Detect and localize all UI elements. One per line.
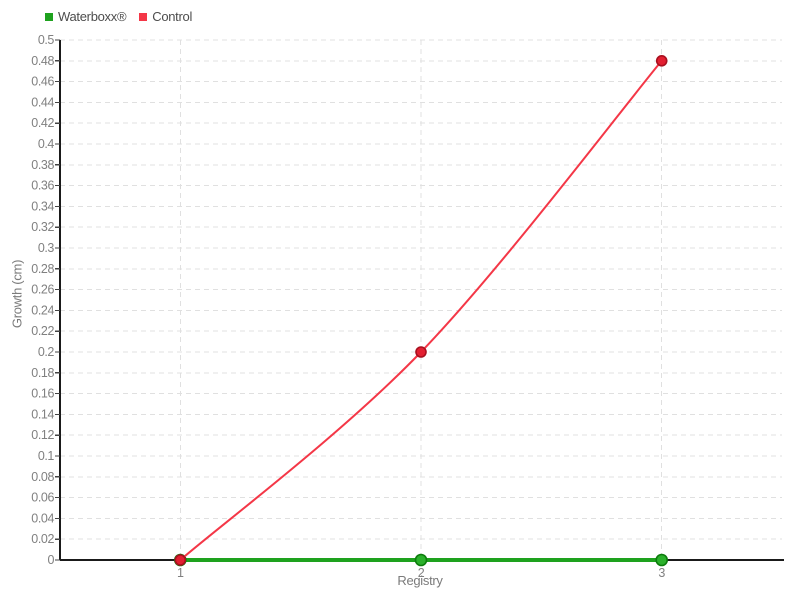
y-tick-label: 0.26 <box>31 283 54 297</box>
y-tick-label: 0.5 <box>38 33 55 47</box>
x-tick-label: 3 <box>658 566 665 580</box>
legend-item-waterboxx[interactable]: Waterboxx® <box>45 9 127 24</box>
y-tick-label: 0.28 <box>31 262 54 276</box>
legend: Waterboxx® Control <box>45 10 192 23</box>
y-tick-label: 0.46 <box>31 75 54 89</box>
data-point[interactable] <box>174 554 187 566</box>
x-tick-label: 1 <box>177 566 184 580</box>
legend-swatch-waterboxx-icon <box>45 13 53 21</box>
y-tick-label: 0.48 <box>31 54 54 68</box>
y-tick-label: 0.38 <box>31 158 54 172</box>
y-tick-label: 0.02 <box>31 532 54 546</box>
y-tick-label: 0.42 <box>31 116 54 130</box>
y-tick-label: 0.08 <box>31 470 54 484</box>
data-point[interactable] <box>415 346 427 358</box>
data-point[interactable] <box>655 54 668 67</box>
y-tick-label: 0.18 <box>31 366 54 380</box>
y-tick-label: 0.16 <box>31 387 54 401</box>
legend-swatch-control-icon <box>139 13 148 21</box>
y-tick-label: 0.32 <box>31 220 54 234</box>
y-tick-label: 0.1 <box>38 449 55 463</box>
legend-item-control[interactable]: Control <box>139 10 192 23</box>
y-tick-label: 0.12 <box>31 428 54 442</box>
y-tick-label: 0.22 <box>31 324 54 338</box>
y-tick-label: 0.44 <box>31 95 54 109</box>
y-tick-label: 0.4 <box>38 137 55 151</box>
y-tick-label: 0.36 <box>31 179 54 193</box>
legend-label-waterboxx: Waterboxx® <box>58 9 127 24</box>
legend-label-control: Control <box>152 9 193 24</box>
y-tick-label: 0 <box>47 553 54 567</box>
data-point[interactable] <box>414 553 428 567</box>
y-tick-label: 0.24 <box>31 303 54 317</box>
y-tick-label: 0.06 <box>31 491 54 505</box>
y-tick-label: 0.2 <box>38 345 55 359</box>
y-tick-label: 0.3 <box>38 241 55 255</box>
x-tick-label: 2 <box>418 566 425 580</box>
data-point[interactable] <box>655 553 669 567</box>
y-axis-title: Growth (cm) <box>9 259 25 329</box>
y-tick-label: 0.04 <box>31 511 54 525</box>
x-axis-title: Registry <box>397 573 443 588</box>
y-tick-label: 0.14 <box>31 407 54 421</box>
y-tick-label: 0.34 <box>31 199 54 213</box>
